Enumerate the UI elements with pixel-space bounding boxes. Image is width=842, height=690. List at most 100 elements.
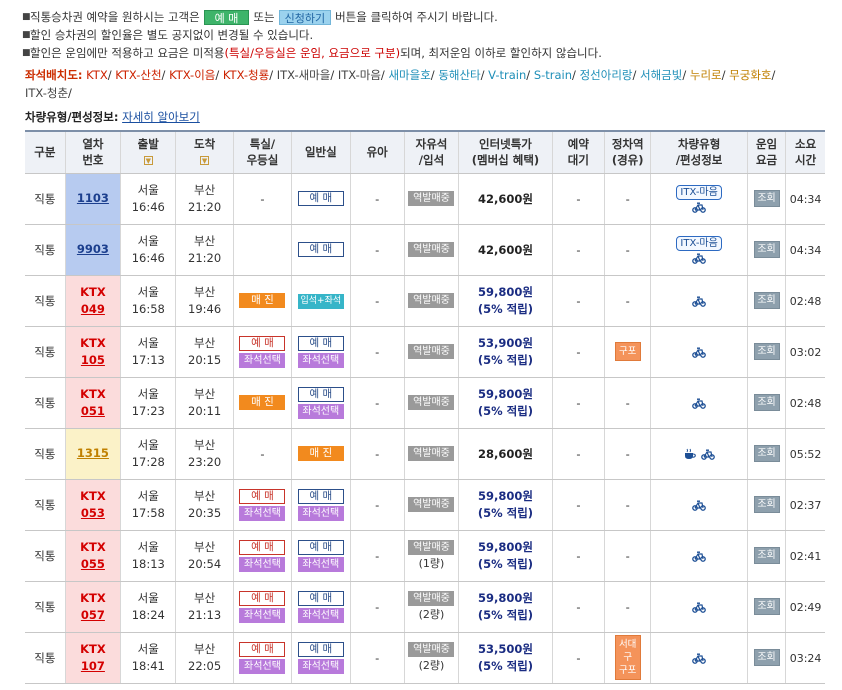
train-number-link[interactable]: 107 [80,658,105,673]
train-number-link[interactable]: 049 [80,301,105,316]
fare-amount: 28,600원 [477,446,533,461]
bullet-icon: ■ [22,12,31,22]
seat-map-link[interactable]: 정선아리랑 [579,68,633,82]
duration-value: 02:41 [789,549,822,563]
train-number-link[interactable]: 057 [80,607,105,622]
cell-train-no: KTX 055 [64,529,121,582]
seat-map-link[interactable]: KTX-산천 [115,68,162,82]
reserve-button[interactable]: 예 매 [239,641,286,657]
seat-map-link[interactable]: KTX-이음 [169,68,216,82]
notice-highlight: (특실/우등실은 운임, 요금으로 구분) [224,46,401,60]
cell-vehicle-type [650,631,748,684]
seat-map-link[interactable]: 서해금빛 [640,68,683,82]
seat-select-button[interactable]: 좌석선택 [239,658,286,674]
fare-view-button[interactable]: 조회 [753,445,780,462]
reserve-button[interactable]: 예 매 [297,539,344,555]
train-number-link[interactable]: 1103 [76,191,109,205]
reserve-button[interactable]: 예 매 [297,590,344,606]
seat-map-link[interactable]: KTX [86,68,108,82]
reserve-button[interactable]: 예 매 [297,386,344,402]
fare-benefit: (5% 적립) [477,658,534,673]
reserve-button[interactable]: 예 매 [239,488,286,504]
reserve-button[interactable]: 예 매 [297,641,344,657]
cell-general: 입석+좌석 [291,274,350,327]
fare-view-button[interactable]: 조회 [753,292,780,309]
cell-duration: 04:34 [785,172,825,225]
reserve-button[interactable]: 예 매 [239,590,286,606]
seat-map-link[interactable]: S-train [533,68,573,82]
reserve-button[interactable]: 예 매 [239,539,286,555]
apply-example-button[interactable]: 신청하기 [278,9,332,25]
header-arrival[interactable]: 도착 ▼ [175,130,234,174]
sort-icon[interactable]: ▼ [143,156,153,166]
fare-view-button[interactable]: 조회 [753,190,780,207]
header-wait: 예약 대기 [551,130,605,174]
reserve-button[interactable]: 예 매 [297,335,344,351]
vehicle-type-badge[interactable]: ITX-마음 [676,235,722,251]
seat-select-button[interactable]: 좌석선택 [297,658,344,674]
reserve-example-button[interactable]: 예 매 [203,9,250,25]
seat-select-button[interactable]: 좌석선택 [297,556,344,572]
fare-view-button[interactable]: 조회 [753,547,780,564]
seat-map-link[interactable]: ITX-마음 [337,68,381,82]
type-text: 직통 [34,446,56,461]
cell-departure: 서울 17:23 [120,376,176,429]
empty-value: - [260,191,265,206]
seat-map-link[interactable]: KTX-청룡 [222,68,270,82]
seat-select-button[interactable]: 좌석선택 [297,607,344,623]
train-number-link[interactable]: 055 [80,556,105,571]
fare-view-button[interactable]: 조회 [753,496,780,513]
fare-view-button[interactable]: 조회 [753,649,780,666]
bicycle-icon [692,500,706,511]
via-station-badge[interactable]: 서대구 구포 [614,635,641,680]
reserve-button[interactable]: 예 매 [297,242,344,257]
seat-select-button[interactable]: 좌석선택 [297,505,344,521]
sort-icon[interactable]: ▼ [200,156,210,166]
fare-view-button[interactable]: 조회 [753,241,780,258]
train-number-link[interactable]: 9903 [76,242,109,256]
cell-arrival: 부산 20:35 [175,478,234,531]
seat-select-button[interactable]: 좌석선택 [239,556,286,572]
vehicle-type-badge[interactable]: ITX-마음 [676,184,722,200]
reserve-button[interactable]: 예 매 [239,335,286,351]
separator: / [380,68,389,82]
seat-map-link[interactable]: 새마을호 [388,68,431,82]
type-text: 직통 [34,293,56,308]
seat-select-button[interactable]: 좌석선택 [239,607,286,623]
cell-type: 직통 [25,478,66,531]
cell-duration: 04:34 [785,223,825,276]
departure-time: 16:46 [131,250,165,265]
seat-select-button[interactable]: 좌석선택 [297,403,344,419]
station-sale-badge: 역발매중 [408,446,455,461]
seat-map-link[interactable]: 누리로 [689,68,722,82]
seat-map-link[interactable]: ITX-청춘 [25,86,69,100]
cell-free-seat: 역발매중 [403,478,459,531]
seat-map-link[interactable]: ITX-새마을 [276,68,331,82]
notice-list: ■ 직통승차권 예약을 원하시는 고객은 예 매 또는 신청하기 버튼을 클릭하… [0,0,842,62]
stop-value: - [625,242,630,257]
standing-seat-button[interactable]: 입석+좌석 [297,293,344,309]
train-number-link[interactable]: 105 [80,352,105,367]
train-number-link[interactable]: 053 [80,505,105,520]
separator: / [161,68,170,82]
train-number-link[interactable]: 1315 [76,446,109,460]
header-departure[interactable]: 출발 ▼ [120,130,176,174]
departure-time: 18:41 [131,658,165,673]
train-number-link[interactable]: 051 [80,403,105,418]
fare-view-button[interactable]: 조회 [753,394,780,411]
seat-map-link[interactable]: V-train [488,68,527,82]
reserve-button[interactable]: 예 매 [297,191,344,206]
seat-map-link[interactable]: 무궁화호 [729,68,772,82]
train-type-label: KTX [80,284,106,299]
seat-select-button[interactable]: 좌석선택 [297,352,344,368]
reserve-button[interactable]: 예 매 [297,488,344,504]
cell-stop: - [604,529,651,582]
via-station-badge[interactable]: 구포 [614,342,641,361]
fare-view-button[interactable]: 조회 [753,343,780,360]
vehicle-type-detail-link[interactable]: 자세히 알아보기 [122,110,200,124]
seat-map-link[interactable]: 동해산타 [438,68,481,82]
fare-view-button[interactable]: 조회 [753,598,780,615]
seat-select-button[interactable]: 좌석선택 [239,505,286,521]
seat-select-button[interactable]: 좌석선택 [239,352,286,368]
